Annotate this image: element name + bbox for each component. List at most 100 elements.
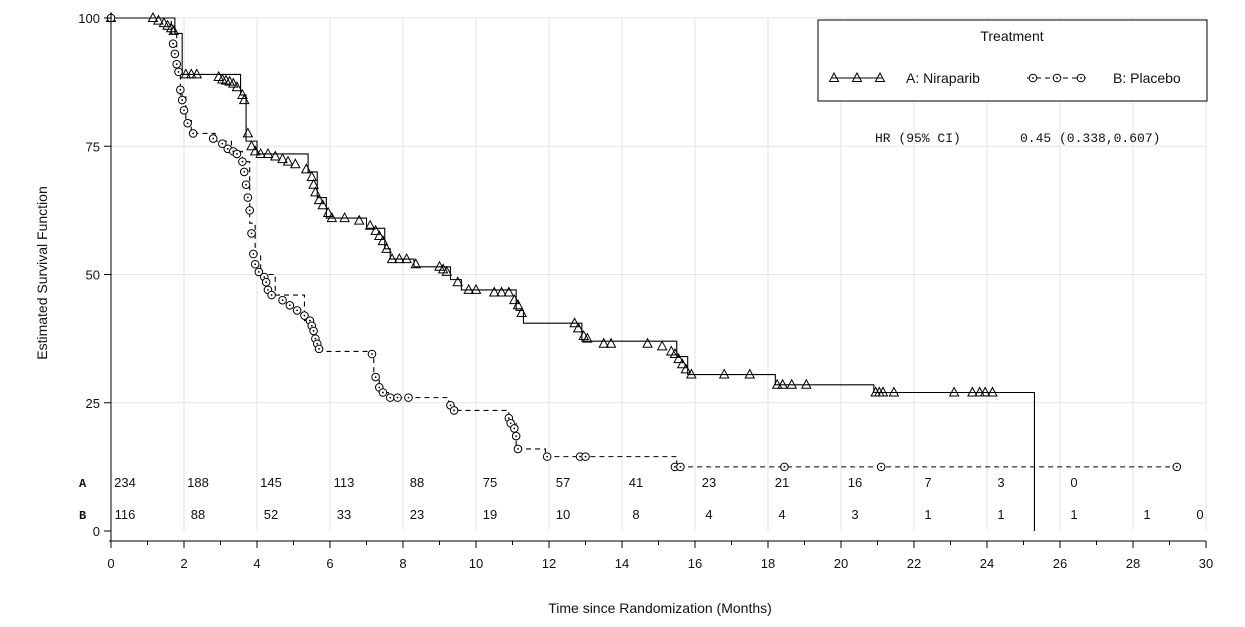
marker-dot: [783, 465, 786, 468]
censor-marker-placebo: [243, 193, 253, 202]
legend-marker-niraparib: [851, 71, 863, 82]
censor-marker-placebo: [176, 85, 185, 95]
series-line-niraparib: [111, 17, 1035, 531]
risk-count: 57: [556, 475, 570, 490]
censor-marker-placebo: [511, 431, 521, 441]
marker-dot: [252, 253, 255, 255]
marker-dot: [312, 330, 315, 332]
marker-dot: [263, 276, 266, 278]
censor-marker-niraparib: [238, 94, 250, 105]
x-tick-label: 0: [107, 556, 114, 571]
legend-marker-placebo: [1028, 73, 1038, 83]
y-tick-label: 100: [78, 11, 100, 26]
marker-dot: [449, 404, 452, 407]
x-tick-label: 24: [980, 556, 994, 571]
censor-marker-placebo: [285, 300, 295, 310]
censor-marker-niraparib: [979, 386, 991, 397]
grid-lines: [111, 17, 1207, 531]
censor-marker-placebo: [314, 344, 324, 354]
x-tick-label: 8: [399, 556, 406, 571]
marker-dot: [309, 319, 311, 322]
censor-marker-niraparib: [185, 68, 197, 79]
marker-dot: [173, 53, 176, 55]
marker-dot: [212, 137, 215, 140]
censor-marker-niraparib: [974, 386, 986, 397]
hr-value: 0.45 (0.338,0.607): [1020, 131, 1160, 146]
legend-swatch-placebo: [1027, 73, 1087, 83]
censor-marker-niraparib: [180, 68, 192, 79]
censor-marker-placebo: [542, 452, 552, 461]
risk-row-label: B: [79, 509, 86, 523]
marker-dot: [584, 455, 587, 458]
marker-dot: [181, 99, 184, 101]
risk-count: 116: [115, 507, 136, 522]
censor-marker-niraparib: [153, 14, 164, 25]
marker-dot: [579, 455, 581, 458]
marker-dot: [880, 465, 883, 468]
marker-dot: [1175, 465, 1178, 468]
legend-marker-placebo: [1052, 73, 1062, 83]
censor-marker-placebo: [208, 134, 218, 143]
censor-marker-placebo: [249, 249, 258, 259]
marker-dot: [288, 304, 291, 307]
censor-marker-niraparib: [512, 299, 524, 310]
censor-marker-placebo: [378, 388, 388, 397]
censor-marker-niraparib: [967, 386, 978, 397]
risk-count: 16: [848, 475, 862, 490]
risk-count: 0: [1070, 475, 1077, 490]
marker-dot: [245, 183, 247, 186]
x-tick-label: 6: [326, 556, 333, 571]
censor-marker-placebo: [581, 452, 590, 461]
censor-marker-niraparib: [877, 386, 889, 397]
censor-marker-niraparib: [262, 147, 274, 158]
censor-marker-placebo: [676, 462, 685, 472]
risk-count: 1: [1143, 507, 1150, 522]
censor-marker-placebo: [247, 229, 256, 238]
censor-marker-niraparib: [326, 212, 338, 223]
censor-marker-niraparib: [249, 145, 261, 156]
x-tick-label: 10: [469, 556, 483, 571]
censor-marker-niraparib: [669, 347, 681, 359]
risk-count: 4: [705, 507, 712, 522]
x-tick-label: 18: [761, 556, 775, 571]
x-tick-label: 14: [615, 556, 629, 571]
marker-dot: [186, 122, 189, 125]
censor-marker-placebo: [250, 259, 260, 269]
censor-marker-placebo: [238, 157, 247, 166]
censor-marker-placebo: [218, 139, 227, 148]
marker-dot: [175, 63, 178, 66]
censor-marker-placebo: [245, 206, 254, 215]
risk-count: 1: [1070, 507, 1077, 522]
marker-dot: [248, 209, 251, 212]
marker-dot: [517, 448, 519, 450]
censor-marker-placebo: [876, 462, 886, 472]
censor-marker-niraparib: [470, 283, 482, 294]
risk-count: 52: [264, 507, 278, 522]
censor-marker-niraparib: [269, 150, 281, 161]
censor-marker-placebo: [179, 106, 189, 115]
marker-dot: [515, 435, 518, 437]
risk-count: 23: [702, 475, 716, 490]
censor-marker-niraparib: [452, 276, 464, 287]
censor-marker-placebo: [1172, 462, 1182, 472]
censor-marker-placebo: [232, 149, 242, 159]
x-tick-label: 26: [1053, 556, 1067, 571]
censor-marker-placebo: [309, 326, 318, 336]
censor-marker-niraparib: [300, 163, 312, 174]
censor-marker-niraparib: [569, 317, 580, 328]
censor-marker-placebo: [172, 59, 181, 69]
censor-marker-niraparib: [370, 224, 381, 235]
marker-dot: [378, 386, 381, 389]
legend: Treatment A: Niraparib B: Placebo: [817, 19, 1208, 102]
censor-marker-niraparib: [605, 337, 617, 348]
censor-marker-niraparib: [948, 386, 960, 397]
censor-marker-niraparib: [373, 229, 385, 241]
risk-count: 188: [187, 475, 209, 490]
risk-count: 4: [778, 507, 785, 522]
legend-title: Treatment: [980, 28, 1043, 44]
censor-marker-niraparib: [410, 258, 422, 269]
censor-marker-niraparib: [744, 368, 756, 379]
y-tick-label: 75: [86, 139, 100, 154]
censor-marker-niraparib: [508, 294, 520, 305]
x-tick-label: 22: [907, 556, 921, 571]
